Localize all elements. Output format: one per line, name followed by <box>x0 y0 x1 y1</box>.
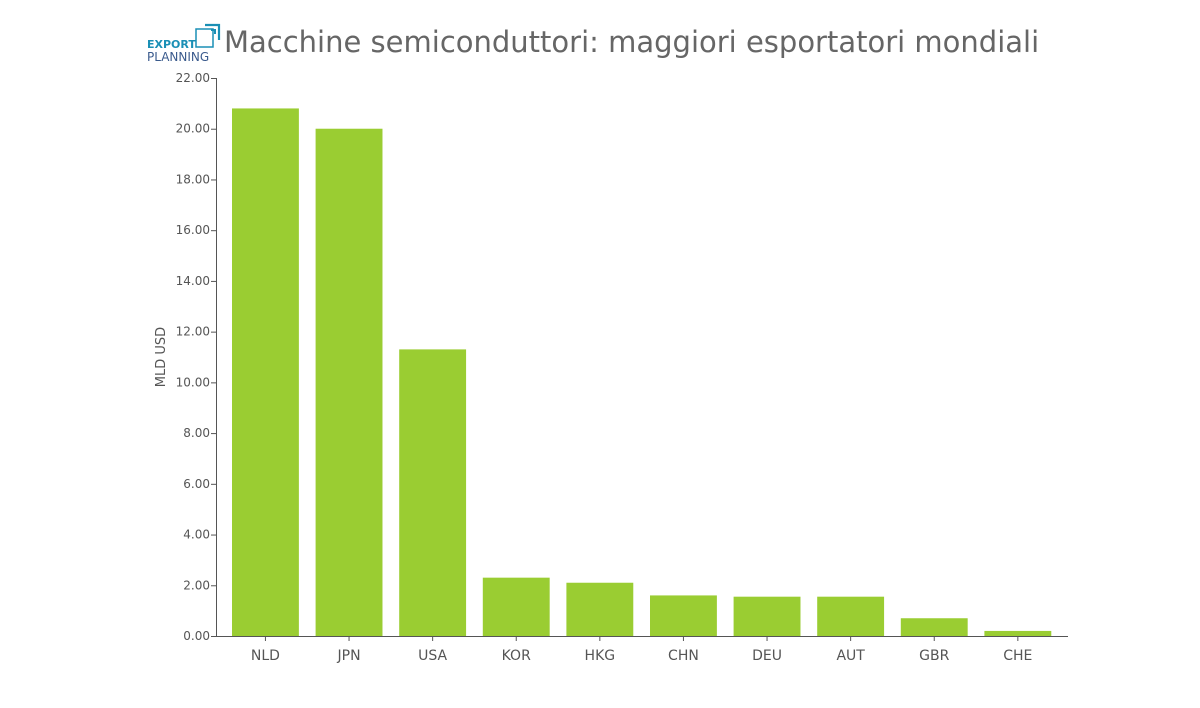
x-tick-label: HKG <box>585 648 616 664</box>
y-tick-label: 10.00 <box>176 375 210 389</box>
bar-jpn[interactable] <box>315 128 383 636</box>
bar-hkg[interactable] <box>566 582 634 636</box>
logo-corner-icon <box>205 23 221 40</box>
bar-nld[interactable] <box>232 108 299 637</box>
x-tick-label: GBR <box>919 648 949 664</box>
logo-square-icon <box>195 28 214 48</box>
bar-aut[interactable] <box>817 596 885 636</box>
y-tick-label: 18.00 <box>176 172 210 186</box>
y-tick-label: 8.00 <box>183 426 210 440</box>
y-tick-label: 0.00 <box>183 629 210 643</box>
y-tick-label: 2.00 <box>183 578 210 592</box>
bar-kor[interactable] <box>482 577 550 636</box>
y-tick-label: 6.00 <box>183 477 210 491</box>
logo-text-planning: PLANNING <box>147 50 209 64</box>
y-axis-label: MLD USD <box>154 327 169 387</box>
x-tick-label: CHN <box>668 648 699 664</box>
chart-title: Macchine semiconduttori: maggiori esport… <box>224 25 1039 59</box>
x-tick-label: NLD <box>251 648 280 664</box>
bar-gbr[interactable] <box>900 618 968 636</box>
y-tick-label: 12.00 <box>176 325 210 339</box>
y-tick-label: 20.00 <box>176 122 210 136</box>
x-tick-label: USA <box>418 648 447 664</box>
bar-che[interactable] <box>984 630 1052 636</box>
y-tick-label: 16.00 <box>176 223 210 237</box>
y-tick-label: 22.00 <box>176 71 210 85</box>
y-tick-label: 4.00 <box>183 528 210 542</box>
x-ticks: NLD JPN USA KOR HKG CHN DEU AUT GBR CHE <box>251 636 1032 664</box>
x-tick-label: DEU <box>752 648 782 664</box>
bars <box>232 108 1052 637</box>
logo-text-export: EXPORT <box>147 38 196 51</box>
x-tick-label: AUT <box>836 648 865 664</box>
y-ticks: 0.00 2.00 4.00 6.00 8.00 10.00 12.00 14.00 16.00… <box>176 71 216 643</box>
logo-corner-inner-icon <box>211 29 216 34</box>
bar-deu[interactable] <box>733 596 801 636</box>
x-tick-label: KOR <box>502 648 531 664</box>
x-tick-label: JPN <box>337 648 361 664</box>
x-tick-label: CHE <box>1003 648 1032 664</box>
export-planning-logo: EXPORT PLANNING <box>147 23 221 64</box>
bar-usa[interactable] <box>399 349 467 636</box>
y-tick-label: 14.00 <box>176 274 210 288</box>
bar-chn[interactable] <box>650 595 717 636</box>
